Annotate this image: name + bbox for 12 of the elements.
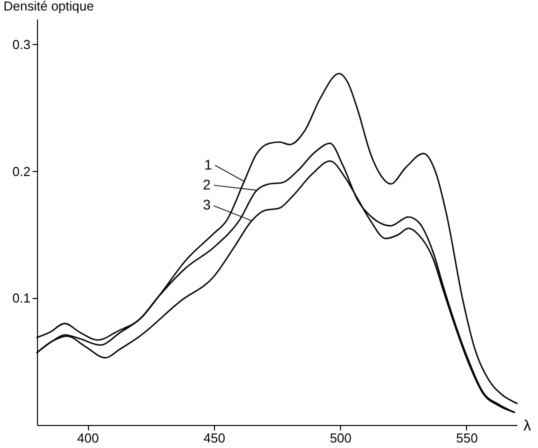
y-tick-label: 0.3 — [12, 36, 30, 52]
legend-label: 1 — [204, 156, 212, 172]
y-tick-label: 0.1 — [12, 290, 30, 306]
x-axis-title: λ — [524, 418, 532, 434]
x-tick-label: 450 — [203, 430, 226, 446]
legend-label: 3 — [202, 196, 211, 213]
legend-label: 2 — [202, 176, 211, 192]
y-axis-title: Densité optique — [4, 0, 94, 14]
x-tick-label: 400 — [77, 430, 99, 446]
x-tick-label: 500 — [330, 430, 352, 446]
x-tick-label: 550 — [456, 430, 478, 446]
y-tick-label: 0.2 — [12, 164, 30, 179]
